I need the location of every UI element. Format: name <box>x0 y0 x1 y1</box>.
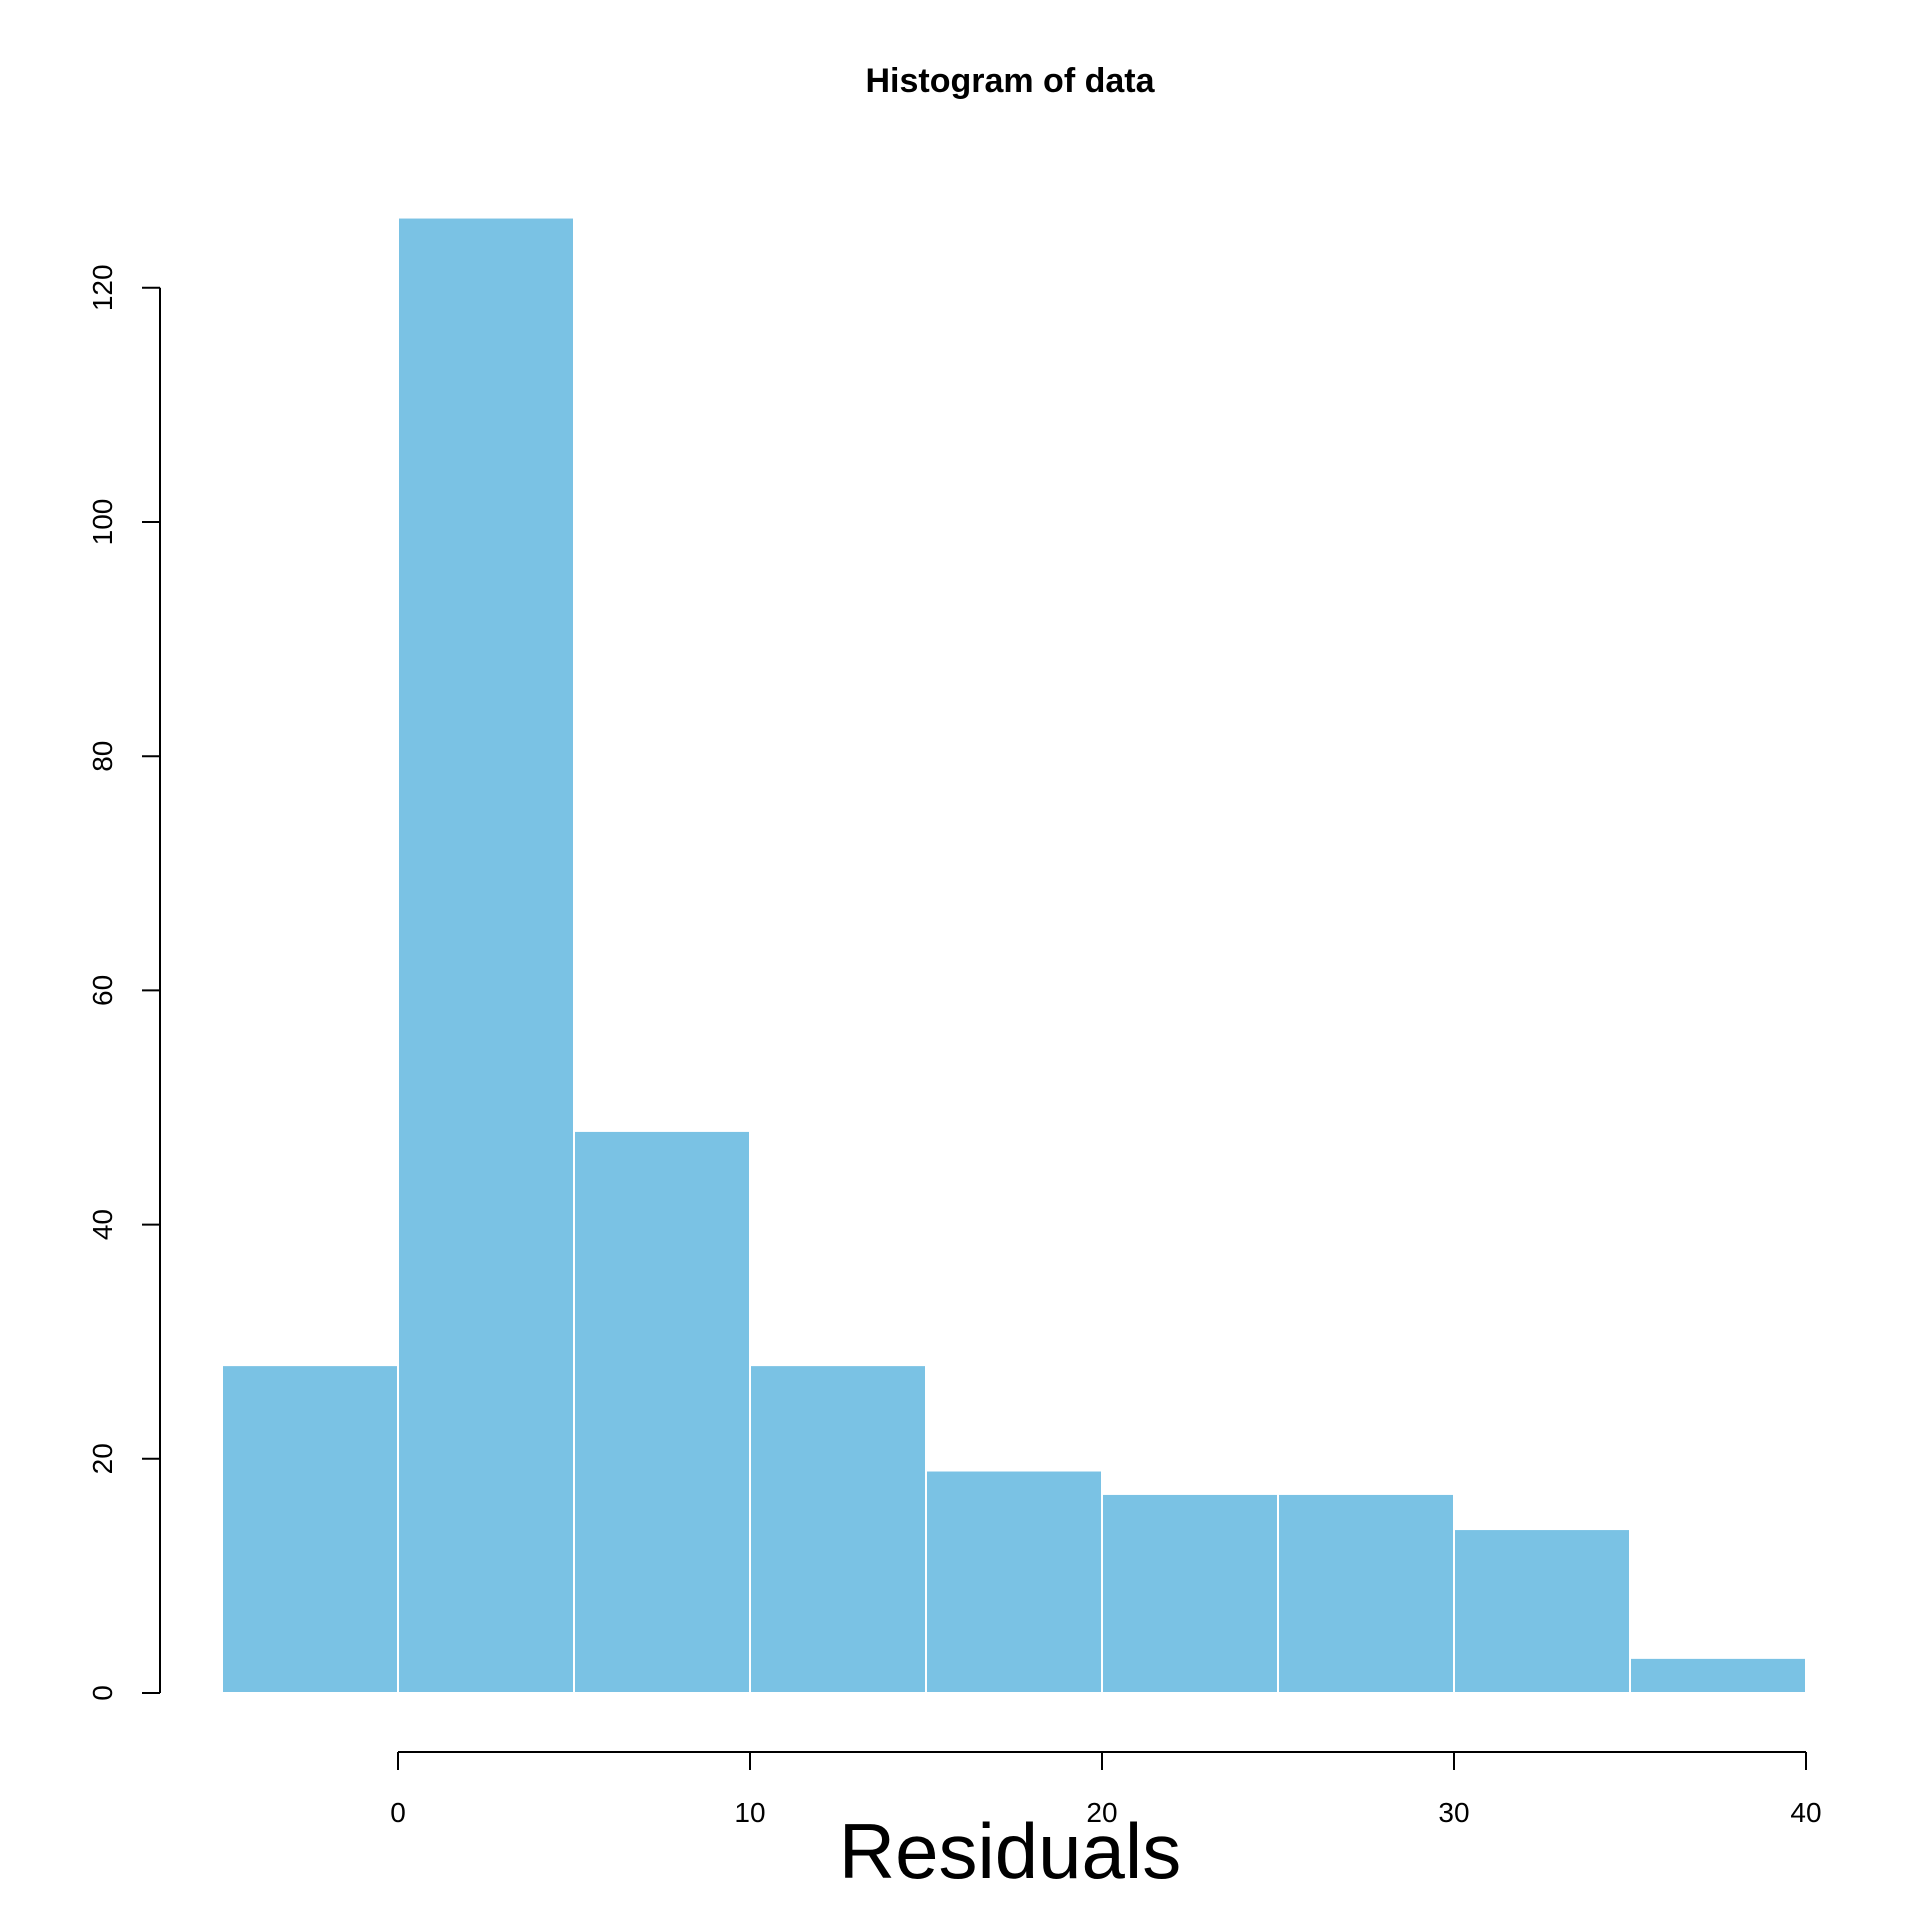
histogram-bar <box>1101 1492 1279 1695</box>
x-tick-label: 20 <box>1086 1797 1117 1828</box>
x-tick-label: 0 <box>390 1797 406 1828</box>
histogram-bar <box>573 1129 751 1695</box>
y-axis: 0 20 40 60 80 100 120 <box>87 264 161 1701</box>
y-tick-label: 0 <box>87 1685 118 1701</box>
histogram-bar <box>925 1469 1103 1695</box>
y-tick-label: 20 <box>87 1443 118 1474</box>
histogram-bar <box>1277 1492 1455 1695</box>
histogram-bar <box>749 1364 927 1694</box>
bars-group <box>221 216 1807 1695</box>
y-tick-label: 120 <box>87 264 118 311</box>
x-axis: 0 10 20 30 40 <box>390 1751 1822 1828</box>
x-tick-label: 10 <box>734 1797 765 1828</box>
histogram-bar <box>1629 1656 1807 1694</box>
y-tick-label: 100 <box>87 499 118 546</box>
x-tick-label: 40 <box>1790 1797 1821 1828</box>
y-tick-label: 40 <box>87 1209 118 1240</box>
histogram-bar <box>397 216 575 1694</box>
histogram-bar <box>221 1364 399 1694</box>
x-axis-label: Residuals <box>839 1807 1182 1895</box>
chart-title: Histogram of data <box>865 62 1155 100</box>
y-tick-label: 60 <box>87 975 118 1006</box>
y-tick-label: 80 <box>87 741 118 772</box>
histogram-bar <box>1453 1528 1631 1695</box>
x-tick-label: 30 <box>1438 1797 1469 1828</box>
